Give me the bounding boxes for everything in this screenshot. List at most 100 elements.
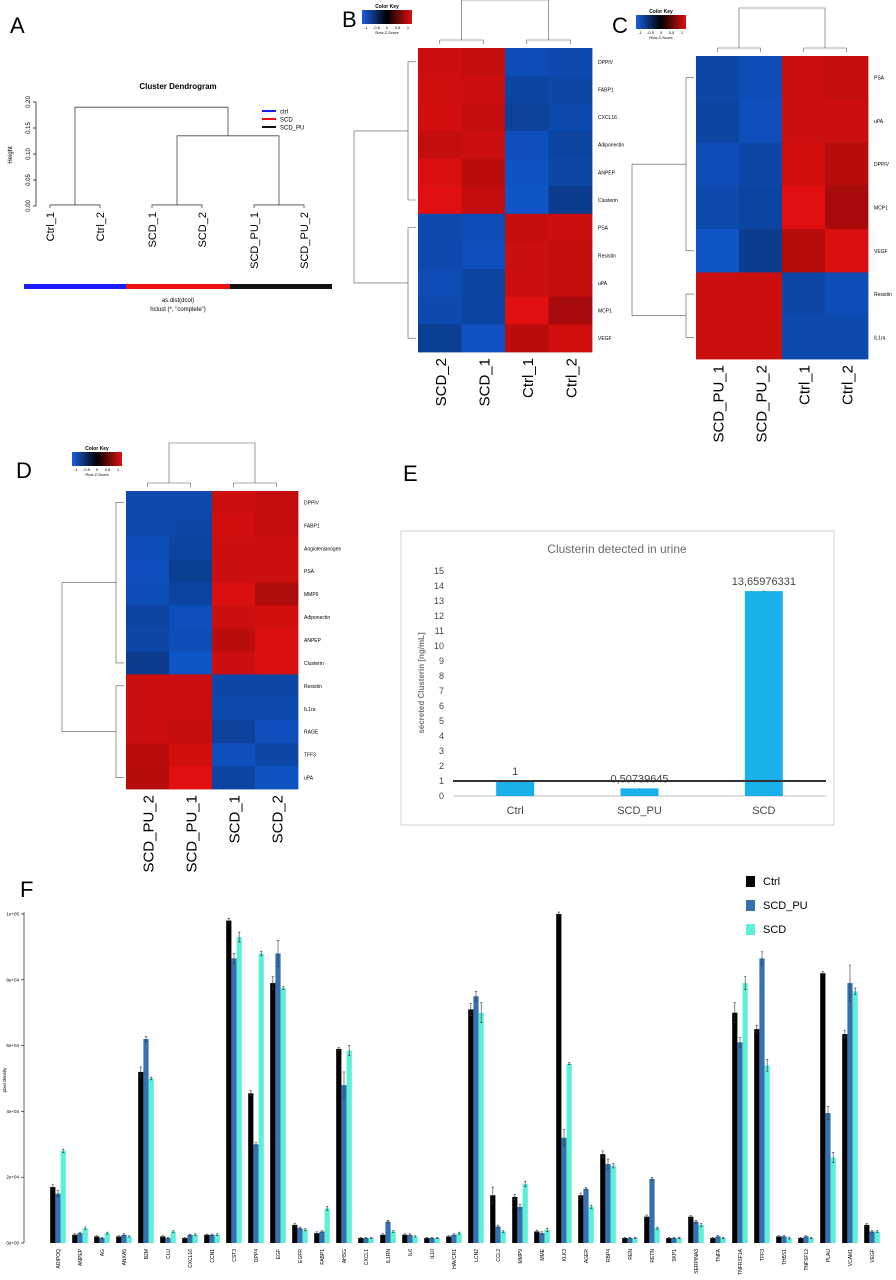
heatmap-column-dendrogram: [526, 39, 571, 44]
dendrogram-group-bar-segment: [230, 284, 332, 289]
pixel-chart-error-bar: [799, 1237, 802, 1240]
heatmap-cell: [418, 75, 462, 104]
heatmap-cell: [126, 628, 170, 652]
pixel-chart-bar: [556, 914, 562, 1243]
heatmap-cell: [461, 213, 506, 242]
clusterin-y-tick-label: 10: [434, 641, 444, 651]
pixel-chart-bar: [138, 1071, 144, 1243]
heatmap-row-label: DPPIV: [874, 162, 890, 168]
pixel-chart-error-bar: [672, 1237, 676, 1240]
heatmap-cell: [739, 99, 783, 143]
dendrogram-tree: [49, 106, 305, 208]
heatmap-cell: [212, 605, 256, 629]
color-key-tick: 1: [407, 25, 410, 30]
heatmap-cell: [126, 582, 170, 607]
pixel-chart-bar: [737, 1042, 743, 1243]
pixel-chart-error-bar: [722, 1237, 725, 1240]
pixel-chart-error-bar: [122, 1233, 126, 1237]
heatmap-cell: [505, 186, 549, 215]
dendrogram-branch-ctrl: [49, 204, 101, 208]
pixel-chart-x-tick-label: HAVCR1: [452, 1249, 458, 1269]
pixel-chart-x-tick-label: TNFRSF1A: [738, 1248, 744, 1275]
pixel-chart-x-labels: ADIPOQ ANPEP AG ANXA5 B2M CLU CXCL16 CCN1 CST3 DP…: [56, 1248, 876, 1275]
pixel-chart-bar: [544, 1229, 550, 1243]
pixel-chart-bar: [632, 1238, 638, 1243]
dendrogram-leaves: Ctrl_1 Ctrl_2 SCD_1 SCD_2 SCD_PU_1 SCD_PU_2: [45, 212, 311, 269]
pixel-chart-error-bar: [320, 1230, 324, 1233]
pixel-chart-bar: [380, 1234, 386, 1243]
pixel-chart-error-bar: [194, 1233, 197, 1237]
heatmap-cell: [255, 674, 299, 698]
pixel-chart-error-bar: [513, 1194, 516, 1200]
heatmap-cell: [461, 296, 506, 325]
pixel-chart-bar: [654, 1228, 660, 1243]
dendrogram-branch-scdpu: [253, 204, 305, 208]
heatmap-cell: [505, 241, 549, 270]
pixel-chart-bar: [302, 1229, 308, 1243]
heatmap-column-label: SCD_2: [270, 795, 287, 843]
pixel-chart-bar: [698, 1224, 704, 1243]
heatmap-cell: [212, 720, 256, 744]
heatmap-cell: [548, 103, 593, 132]
panel-b-letter: B: [342, 7, 357, 32]
pixel-chart-bar: [500, 1231, 506, 1243]
pixel-chart-bar: [808, 1238, 814, 1243]
panel-a-letter: A: [10, 13, 25, 38]
pixel-chart-error-bar: [766, 1059, 769, 1072]
pixel-chart-x-tick-label: TNFA: [716, 1248, 722, 1261]
color-key-bar: [636, 15, 686, 29]
heatmap-cell: [212, 651, 256, 675]
dendrogram-leaf-label: Ctrl_2: [95, 212, 107, 241]
color-key-tick: 1: [117, 467, 120, 472]
panel-f: F pixel density 0e+00 2e+04 4e+04 6e+04 8e+0…: [2, 876, 880, 1275]
pixel-chart-bar: [710, 1238, 716, 1243]
pixel-chart-x-tick-label: ANPEP: [78, 1248, 84, 1266]
color-key-tick: 0.5: [105, 467, 111, 472]
pixel-chart-x-tick-label: CLU: [166, 1249, 172, 1259]
heatmap-cell: [255, 582, 299, 607]
heatmap-column-label: Ctrl_1: [797, 365, 814, 405]
heatmap-cell: [505, 75, 549, 104]
heatmap-cell: [782, 229, 826, 273]
heatmap-cell: [169, 743, 213, 767]
pixel-chart-error-bar: [425, 1237, 428, 1240]
pixel-chart-x-tick-label: ADIPOQ: [56, 1249, 62, 1269]
pixel-chart-x-tick-label: ANXA5: [122, 1249, 128, 1266]
pixel-chart-bar: [209, 1234, 215, 1243]
pixel-chart-error-bar: [232, 953, 236, 964]
pixel-chart-bar: [588, 1206, 594, 1243]
pixel-chart-error-bar: [100, 1237, 104, 1240]
heatmap-cell: [126, 674, 170, 698]
panel-b: B Color Key -1 -0.5 0 0.5 1 Row Z-Score DPPIV FA…: [342, 0, 624, 406]
heatmap-cell: [169, 582, 213, 607]
pixel-chart-bar: [407, 1234, 413, 1243]
pixel-chart-x-tick-label: B2M: [144, 1249, 150, 1259]
pixel-chart-bar: [666, 1238, 672, 1243]
pixel-chart-y-tick-label: 0e+00: [6, 1241, 19, 1246]
heatmap-column-dendrogram: [168, 442, 256, 483]
heatmap-cell: [825, 185, 869, 230]
pixel-chart-y-tick-label: 1e+05: [6, 912, 19, 917]
pixel-chart-error-bar: [342, 1071, 346, 1099]
heatmap-cell: [126, 536, 170, 561]
pixel-chart-bar: [182, 1238, 188, 1243]
pixel-chart-bar: [170, 1231, 176, 1243]
clusterin-data-label: 0,50739645: [610, 773, 668, 785]
heatmap-row-dendrogram: [115, 685, 124, 778]
pixel-chart-bar: [869, 1231, 875, 1243]
pixel-chart-x-tick-label: EGF: [276, 1249, 282, 1259]
heatmap-cell: [126, 559, 170, 584]
heatmap-column-dendrogram: [147, 482, 191, 487]
pixel-chart-x-tick-label: EGFR: [298, 1249, 304, 1263]
pixel-chart-x-tick-label: AHSG: [342, 1249, 348, 1263]
heatmap-cell: [548, 48, 593, 77]
heatmap-cell: [696, 185, 740, 230]
pixel-chart-error-bar: [826, 1106, 830, 1120]
color-key-tick: -0.5: [83, 467, 91, 472]
pixel-chart-bar: [490, 1195, 496, 1243]
pixel-chart-error-bar: [711, 1237, 714, 1240]
heatmap-cell: [169, 697, 213, 721]
heatmap-column-dendrogram: [803, 47, 847, 52]
heatmap-cell: [548, 75, 593, 104]
heatmap-cell: [825, 272, 869, 317]
